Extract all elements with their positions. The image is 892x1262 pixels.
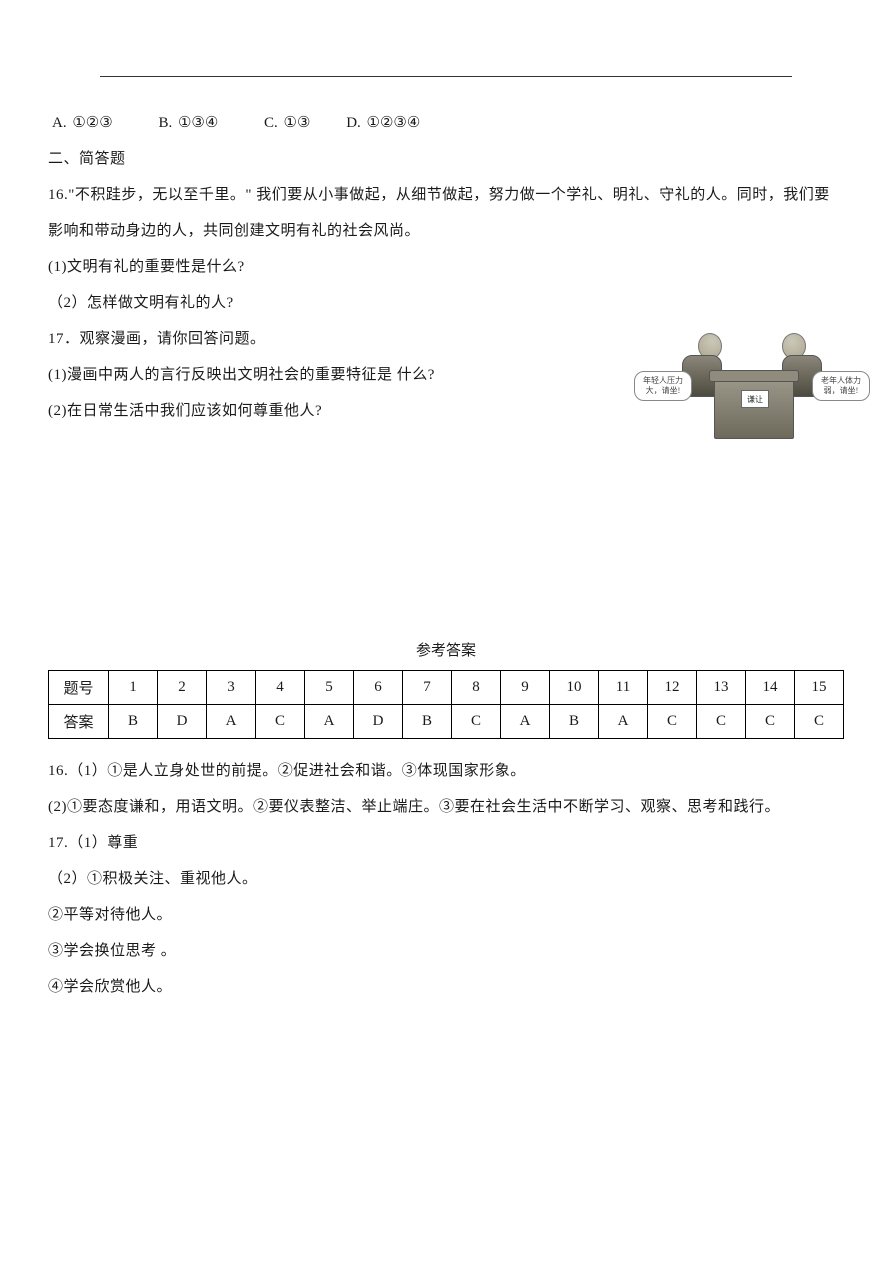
option-a: A. ①②③ — [52, 105, 113, 141]
option-b: B. ①③④ — [158, 105, 218, 141]
ans-cell: C — [746, 705, 795, 739]
cartoon-sign: 谦让 — [741, 390, 769, 408]
q15-options: A. ①②③ B. ①③④ C. ①③ D. ①②③④ — [48, 105, 844, 141]
num-cell: 14 — [746, 671, 795, 705]
document-content: A. ①②③ B. ①③④ C. ①③ D. ①②③④ 二、简答题 16."不积… — [48, 105, 844, 1005]
answer-17-2b: ②平等对待他人。 — [48, 897, 844, 933]
answer-table: 题号 1 2 3 4 5 6 7 8 9 10 11 12 13 14 15 答… — [48, 670, 844, 739]
table-row: 答案 B D A C A D B C A B A C C C C — [49, 705, 844, 739]
num-cell: 12 — [648, 671, 697, 705]
row-label: 题号 — [49, 671, 109, 705]
num-cell: 5 — [305, 671, 354, 705]
q17-block: 17．观察漫画，请你回答问题。 (1)漫画中两人的言行反映出文明社会的重要特征是… — [48, 321, 844, 429]
answer-17-2a: （2）①积极关注、重视他人。 — [48, 861, 844, 897]
num-cell: 3 — [207, 671, 256, 705]
ans-cell: B — [109, 705, 158, 739]
ans-cell: C — [648, 705, 697, 739]
num-cell: 11 — [599, 671, 648, 705]
answer-17-2d: ④学会欣赏他人。 — [48, 969, 844, 1005]
ans-cell: A — [599, 705, 648, 739]
answers-title: 参考答案 — [48, 639, 844, 660]
num-cell: 1 — [109, 671, 158, 705]
num-cell: 2 — [158, 671, 207, 705]
q16-intro: 16."不积跬步，无以至千里。" 我们要从小事做起，从细节做起，努力做一个学礼、… — [48, 177, 844, 249]
answers-text-block: 16.（1）①是人立身处世的前提。②促进社会和谐。③体现国家形象。 (2)①要态… — [48, 753, 844, 1005]
option-c: C. ①③ — [264, 105, 310, 141]
num-cell: 15 — [795, 671, 844, 705]
section-heading: 二、简答题 — [48, 141, 844, 177]
option-d: D. ①②③④ — [346, 105, 420, 141]
ans-cell: C — [697, 705, 746, 739]
row-label: 答案 — [49, 705, 109, 739]
num-cell: 4 — [256, 671, 305, 705]
speech-bubble-left: 年轻人压力大，请坐! — [634, 371, 692, 401]
num-cell: 7 — [403, 671, 452, 705]
ans-cell: D — [354, 705, 403, 739]
table-row: 题号 1 2 3 4 5 6 7 8 9 10 11 12 13 14 15 — [49, 671, 844, 705]
q16-part2: （2）怎样做文明有礼的人? — [48, 285, 844, 321]
answer-17-2c: ③学会换位思考 。 — [48, 933, 844, 969]
ans-cell: C — [795, 705, 844, 739]
q16-part1: (1)文明有礼的重要性是什么? — [48, 249, 844, 285]
ans-cell: C — [452, 705, 501, 739]
answer-17-1: 17.（1）尊重 — [48, 825, 844, 861]
ans-cell: B — [403, 705, 452, 739]
cartoon-image: 谦让 年轻人压力大，请坐! 老年人体力弱，请坐! — [642, 327, 862, 447]
num-cell: 8 — [452, 671, 501, 705]
ans-cell: C — [256, 705, 305, 739]
cartoon-desk: 谦让 — [714, 377, 794, 439]
num-cell: 13 — [697, 671, 746, 705]
answer-16-2: (2)①要态度谦和，用语文明。②要仪表整洁、举止端庄。③要在社会生活中不断学习、… — [48, 789, 844, 825]
ans-cell: D — [158, 705, 207, 739]
ans-cell: A — [305, 705, 354, 739]
num-cell: 6 — [354, 671, 403, 705]
horizontal-rule — [100, 76, 792, 77]
answer-16-1: 16.（1）①是人立身处世的前提。②促进社会和谐。③体现国家形象。 — [48, 753, 844, 789]
ans-cell: A — [207, 705, 256, 739]
ans-cell: B — [550, 705, 599, 739]
num-cell: 10 — [550, 671, 599, 705]
num-cell: 9 — [501, 671, 550, 705]
speech-bubble-right: 老年人体力弱，请坐! — [812, 371, 870, 401]
ans-cell: A — [501, 705, 550, 739]
